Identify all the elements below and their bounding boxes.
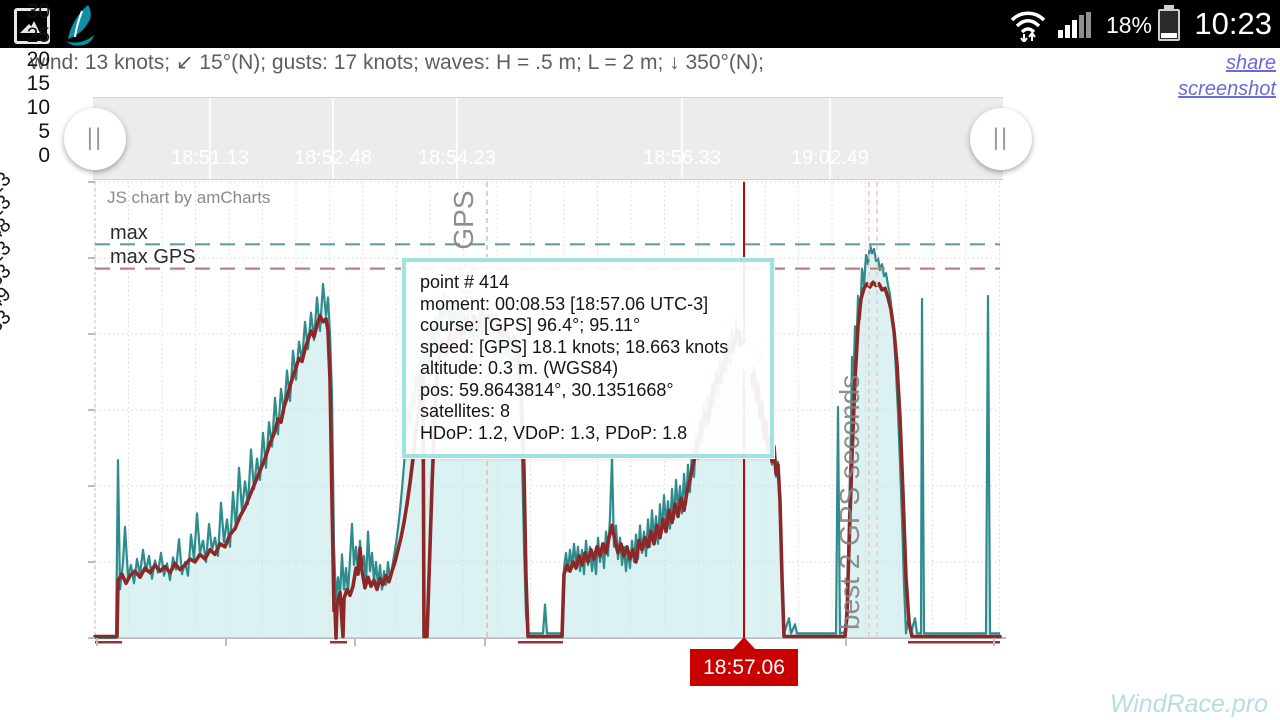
- share-link-line1[interactable]: share: [1225, 52, 1276, 74]
- navigator-time-label: 18:56.33: [643, 147, 721, 169]
- tooltip-line: course: [GPS] 96.4°; 95.11°: [420, 315, 641, 335]
- guide-label-max: max: [110, 222, 148, 244]
- y-axis-label: 20: [26, 48, 50, 71]
- y-axis-label: 5: [38, 120, 50, 143]
- screenshot-gallery-icon: [14, 8, 50, 44]
- signal-bars-icon: [1058, 12, 1094, 38]
- y-axis-label: 10: [26, 96, 50, 119]
- status-bar: 10:23 18%: [0, 0, 1280, 48]
- clock-time: 10:23: [1194, 6, 1272, 41]
- battery-icon: [1158, 5, 1180, 41]
- navigator-preview-area: [209, 98, 831, 179]
- axis-labels-layer: 30 25 20 15 10 5 0 18:48.13 18:51.13 18:52.48 18:5…: [0, 0, 78, 377]
- wifi-icon: [1010, 11, 1046, 42]
- sailboat-app-icon: [66, 5, 94, 46]
- tooltip-line: speed: [GPS] 18.1 knots; 18.663 knots: [420, 336, 729, 357]
- wind-conditions-text: wind: 13 knots; ↙ 15°(N); gusts: 17 knot…: [30, 51, 764, 74]
- tooltip-line: HDoP: 1.2, VDoP: 1.3, PDoP: 1.8: [420, 422, 688, 443]
- tooltip-line: pos: 59.8643814°, 30.1351668°: [420, 379, 674, 400]
- navigator-left-handle[interactable]: ||: [64, 108, 126, 170]
- share-link-line2[interactable]: screenshot: [1178, 78, 1276, 100]
- navigator-time-label: 18:52.48: [294, 147, 372, 169]
- navigator-right-handle[interactable]: ||: [970, 108, 1032, 170]
- x-axis-label: 19:33.33: [0, 306, 16, 377]
- navigator-time-label: 18:51.13: [171, 147, 249, 169]
- windrace-watermark: WindRace.pro: [1109, 690, 1268, 718]
- share-screenshot-link[interactable]: share screenshot: [1126, 50, 1276, 102]
- guide-label-max-gps: max GPS: [110, 246, 196, 268]
- amcharts-branding: JS chart by amCharts: [107, 188, 271, 207]
- data-point-tooltip: point # 414 moment: 00:08.53 [18:57.06 U…: [402, 258, 774, 458]
- tooltip-line: altitude: 0.3 m. (WGS84): [420, 358, 619, 378]
- chart-navigator[interactable]: 18:48.1318:51.1318:52.4818:54.2318:56.33…: [93, 97, 1003, 180]
- y-axis-label: 15: [26, 72, 50, 95]
- tooltip-line: point # 414: [420, 272, 510, 292]
- cursor-label-pointer: [733, 637, 755, 649]
- y-axis-label: 25: [26, 24, 50, 47]
- y-axis-label: 30: [26, 0, 50, 23]
- cursor-time-label: 18:57.06: [690, 649, 798, 686]
- navigator-time-label: 19:02.49: [791, 147, 869, 169]
- tooltip-line: satellites: 8: [420, 401, 511, 421]
- y-axis-label: 0: [38, 144, 50, 167]
- tooltip-line: moment: 00:08.53 [18:57.06 UTC-3]: [420, 293, 709, 314]
- annotation-label-best2-gps-seconds: best 2 GPS seconds: [834, 374, 865, 630]
- battery-percent: 18%: [1105, 12, 1152, 38]
- navigator-time-label: 18:54.23: [418, 147, 496, 169]
